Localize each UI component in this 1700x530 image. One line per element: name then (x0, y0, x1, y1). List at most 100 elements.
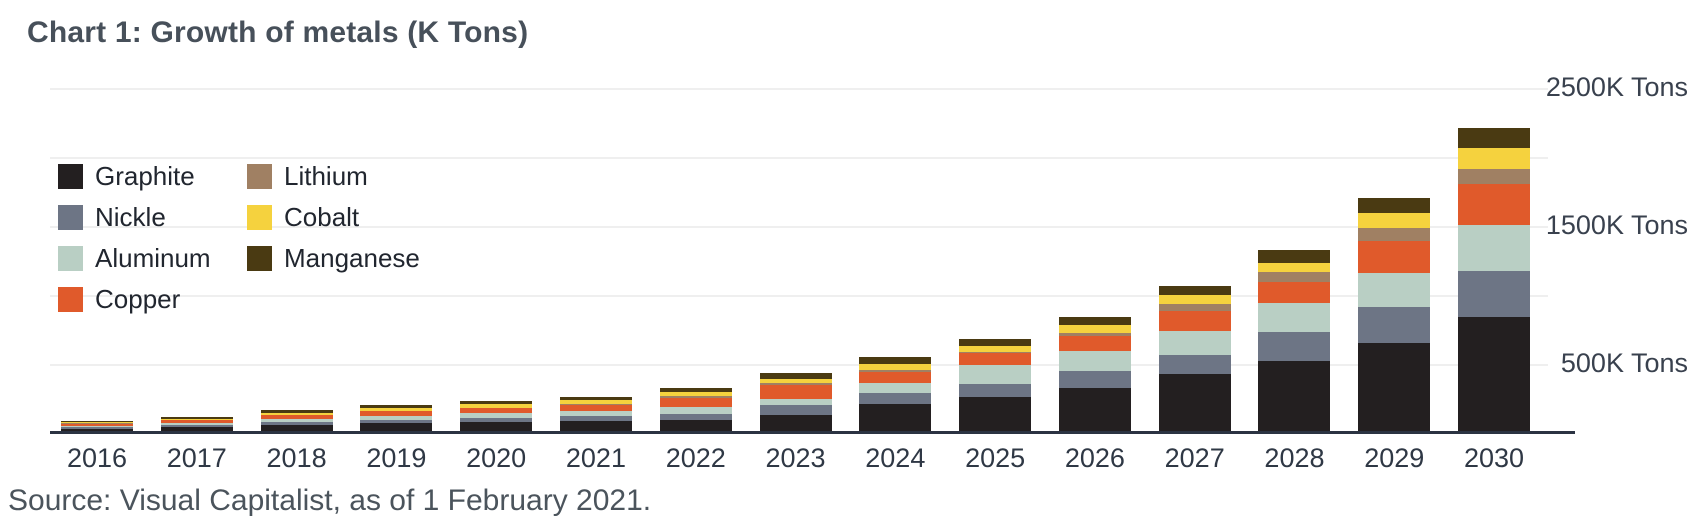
bar-2017-manganese-segment (160, 417, 233, 419)
legend-item-aluminum: Aluminum (58, 243, 211, 274)
bar-2029-copper-segment (1358, 241, 1431, 273)
bar-2016-nickle-segment (61, 427, 133, 429)
bar-2023-manganese-segment (759, 373, 832, 379)
bar-2016-copper-segment (61, 423, 133, 426)
legend-swatch-lithium (247, 164, 272, 189)
bar-2025-graphite-segment (959, 396, 1032, 433)
bar-2022-copper-segment (659, 397, 732, 408)
legend-label-aluminum: Aluminum (95, 243, 211, 273)
bar-2030-nickle-segment (1458, 271, 1531, 318)
bar-2021-copper-segment (559, 404, 632, 411)
bar-2025-aluminum-segment (959, 365, 1032, 384)
bar-2029-graphite-segment (1358, 343, 1431, 433)
bar-2024-cobalt-segment (859, 364, 932, 370)
bar-2029 (1358, 197, 1431, 433)
bar-2023 (759, 373, 832, 433)
legend-label-copper: Copper (95, 284, 181, 314)
bar-2017-copper-segment (160, 420, 233, 424)
bar-2020-manganese-segment (460, 400, 533, 405)
legend-label-graphite: Graphite (95, 161, 195, 191)
x-label-2016: 2016 (66, 443, 128, 473)
legend-item-manganese: Manganese (247, 243, 420, 274)
gridline-1000k (50, 295, 1548, 297)
bar-2018-manganese-segment (260, 410, 333, 413)
legend-swatch-graphite (58, 164, 83, 189)
legend-item-lithium: Lithium (247, 161, 368, 192)
bar-2021-nickle-segment (559, 416, 632, 421)
bar-2022-nickle-segment (659, 413, 732, 421)
bar-2022-aluminum-segment (659, 407, 732, 414)
bar-2019-graphite-segment (360, 423, 433, 433)
legend-swatch-nickle (58, 205, 83, 230)
bar-2027-cobalt-segment (1158, 294, 1231, 304)
bar-2027-copper-segment (1158, 310, 1231, 331)
bar-2017-aluminum-segment (160, 423, 233, 426)
x-label-2024: 2024 (865, 443, 926, 473)
bar-2019 (360, 405, 433, 433)
legend-swatch-aluminum (58, 246, 83, 271)
x-label-2022: 2022 (665, 443, 726, 473)
bar-2019-cobalt-segment (360, 408, 433, 411)
source-note: Source: Visual Capitalist, as of 1 Febru… (8, 484, 652, 517)
bar-2026-cobalt-segment (1058, 325, 1131, 333)
bar-2025-nickle-segment (959, 384, 1032, 397)
gridline-2000k (50, 157, 1548, 159)
bar-2018-graphite-segment (260, 424, 333, 433)
bar-2029-manganese-segment (1358, 197, 1431, 213)
bar-2030-lithium-segment (1458, 168, 1531, 185)
bar-2017-cobalt-segment (160, 418, 233, 421)
bar-2017 (160, 417, 233, 433)
bar-2021-lithium-segment (559, 403, 632, 405)
bar-2024 (859, 357, 932, 433)
gridline-500k (50, 364, 1548, 366)
bar-2020-cobalt-segment (460, 404, 533, 408)
bar-2018-cobalt-segment (260, 412, 333, 415)
bar-2016 (61, 421, 133, 433)
bar-2019-aluminum-segment (360, 415, 433, 420)
bar-2023-copper-segment (759, 385, 832, 399)
x-label-2028: 2028 (1264, 443, 1325, 473)
x-label-2029: 2029 (1364, 443, 1425, 473)
bar-2023-cobalt-segment (759, 378, 832, 384)
bar-2021-manganese-segment (559, 396, 632, 401)
y-label-1500k: 1500K Tons (1545, 210, 1688, 240)
bar-2021 (559, 396, 632, 433)
x-label-2025: 2025 (965, 443, 1026, 473)
x-axis-line (50, 431, 1575, 434)
legend-item-nickle: Nickle (58, 202, 166, 233)
bar-2022-manganese-segment (659, 388, 732, 393)
bar-2017-graphite-segment (160, 427, 233, 433)
bar-2024-graphite-segment (859, 404, 932, 433)
bar-2024-lithium-segment (859, 369, 932, 372)
bar-2030-aluminum-segment (1458, 224, 1531, 272)
bar-2025-lithium-segment (959, 351, 1032, 354)
bar-2028-aluminum-segment (1258, 303, 1331, 333)
bar-2020-lithium-segment (460, 407, 533, 409)
bar-2023-nickle-segment (759, 405, 832, 415)
x-label-2019: 2019 (366, 443, 427, 473)
x-label-2030: 2030 (1464, 443, 1525, 473)
legend-label-lithium: Lithium (284, 161, 368, 191)
bar-2026-graphite-segment (1058, 388, 1131, 433)
bar-2030-copper-segment (1458, 184, 1531, 225)
bar-2018-copper-segment (260, 415, 333, 420)
bar-2025-cobalt-segment (959, 345, 1032, 352)
bar-2026-aluminum-segment (1058, 351, 1131, 372)
legend-label-nickle: Nickle (95, 202, 166, 232)
bar-2030 (1458, 128, 1531, 433)
bar-2019-copper-segment (360, 411, 433, 416)
bar-2024-manganese-segment (859, 357, 932, 365)
bar-2027-lithium-segment (1158, 304, 1231, 311)
legend-swatch-copper (58, 287, 83, 312)
bar-2018-aluminum-segment (260, 419, 333, 423)
x-label-2018: 2018 (266, 443, 327, 473)
bar-2028-graphite-segment (1258, 361, 1331, 433)
bar-2021-cobalt-segment (559, 400, 632, 404)
bar-2028-nickle-segment (1258, 332, 1331, 362)
bar-2028 (1258, 249, 1331, 433)
bar-2022-graphite-segment (659, 420, 732, 433)
bar-2020-nickle-segment (460, 417, 533, 422)
bar-2019-lithium-segment (360, 410, 433, 412)
bar-2024-nickle-segment (859, 392, 932, 405)
